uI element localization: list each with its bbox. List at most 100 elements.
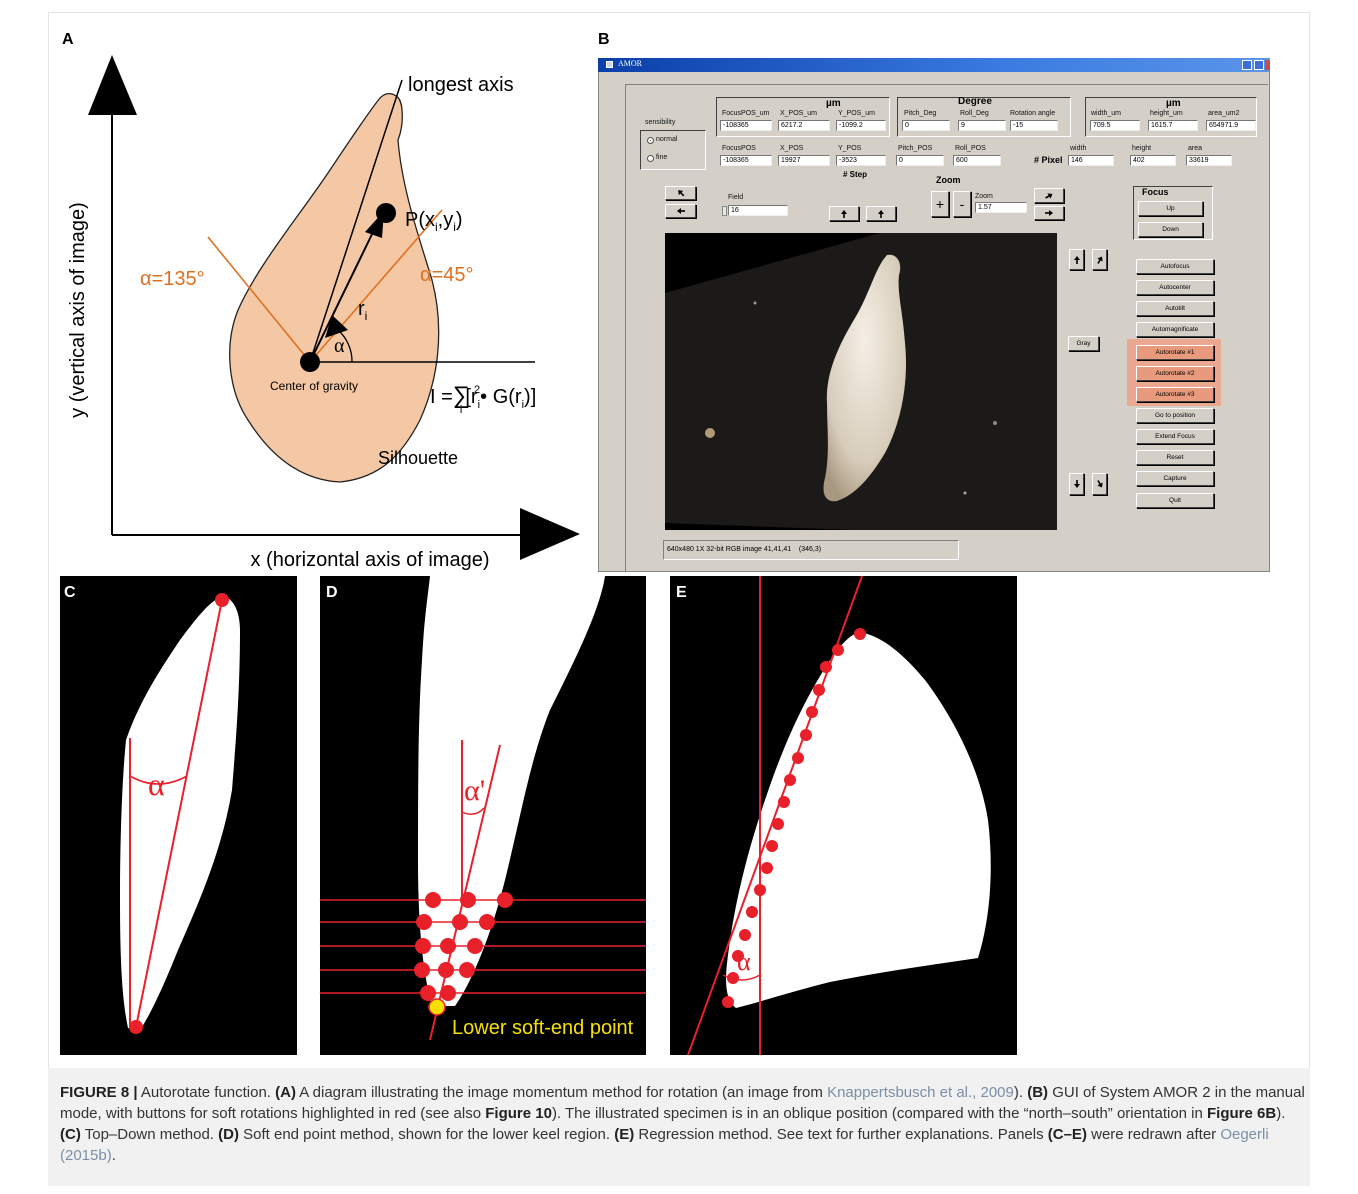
arrow-button[interactable]: [1069, 249, 1084, 270]
caption-text: Top–Down method.: [81, 1126, 218, 1143]
caption-text: .: [112, 1147, 116, 1164]
caption-text: were redrawn after: [1087, 1126, 1220, 1143]
dot: [746, 906, 758, 918]
dot: [497, 892, 513, 908]
caption-text: A diagram illustrating the image momentu…: [296, 1084, 827, 1101]
action-button[interactable]: Autofocus: [1136, 259, 1214, 274]
arrow-button[interactable]: [1069, 473, 1084, 495]
caption-text: (C): [60, 1126, 81, 1143]
arrow-button[interactable]: [866, 206, 896, 221]
arrow-button[interactable]: [1034, 188, 1064, 203]
zoom-in-button[interactable]: +: [931, 191, 949, 217]
dot: [479, 914, 495, 930]
dot: [784, 774, 796, 786]
action-button[interactable]: Reset: [1136, 450, 1214, 465]
field-input[interactable]: -108365: [720, 155, 772, 166]
action-button[interactable]: Capture: [1136, 471, 1214, 486]
text: • G(r: [480, 386, 522, 408]
action-button[interactable]: Autorotate #1: [1136, 345, 1214, 360]
maximize-button[interactable]: [1254, 60, 1264, 70]
dot: [832, 644, 844, 656]
caption: FIGURE 8 | Autorotate function. (A) A di…: [60, 1082, 1305, 1166]
text: i: [365, 309, 368, 323]
pixel-label: # Pixel: [1034, 155, 1063, 165]
particle: [705, 428, 715, 438]
field-input[interactable]: -3523: [836, 155, 886, 166]
field-input[interactable]: 146: [1068, 155, 1114, 166]
focus-title: Focus: [1142, 187, 1169, 197]
field-label: Pitch_POS: [898, 145, 932, 152]
field-input[interactable]: -108365: [720, 120, 772, 131]
status-bar: 640x480 1X 32-bit RGB image 41,41,41 (34…: [663, 540, 959, 560]
field-input[interactable]: -15: [1010, 120, 1058, 131]
arrow-icon: [1095, 479, 1105, 489]
field-input[interactable]: 709.5: [1090, 120, 1140, 131]
dot: [440, 938, 456, 954]
radio-button[interactable]: [647, 155, 654, 162]
close-button[interactable]: [1265, 60, 1270, 70]
field-input[interactable]: 0: [896, 155, 944, 166]
arrow-button[interactable]: [665, 204, 696, 218]
particle: [964, 492, 967, 495]
radio-button[interactable]: [647, 137, 654, 144]
arrow-button[interactable]: [1034, 206, 1064, 220]
field-input[interactable]: 1.57: [975, 202, 1027, 213]
title-bar: [598, 58, 1270, 72]
dot: [414, 962, 430, 978]
panel-letter: C: [64, 584, 76, 601]
field-input[interactable]: 600: [953, 155, 1001, 166]
panel-letter: E: [676, 584, 687, 601]
field-input[interactable]: 9: [958, 120, 1006, 131]
window-title: AMOR: [618, 59, 642, 68]
text: ): [456, 209, 463, 231]
action-button[interactable]: Go to position: [1136, 408, 1214, 423]
dot: [425, 892, 441, 908]
arrow-button[interactable]: [665, 186, 696, 200]
caption-text: (A): [275, 1084, 296, 1101]
action-button[interactable]: Extend Focus: [1136, 429, 1214, 444]
panel-e: α E: [670, 576, 1017, 1055]
center-dot: [300, 352, 320, 372]
angle-label: α=135°: [140, 268, 205, 290]
focus-button[interactable]: Up: [1138, 201, 1203, 216]
action-button[interactable]: Autocenter: [1136, 280, 1214, 295]
arrow-icon: [1072, 479, 1082, 489]
field-label: height: [1132, 145, 1151, 152]
field-input[interactable]: 402: [1130, 155, 1176, 166]
arrow-icon: [1072, 255, 1082, 265]
dot: [416, 914, 432, 930]
dot: [215, 593, 229, 607]
dot: [739, 929, 751, 941]
field-input[interactable]: -1099.2: [836, 120, 886, 131]
field-input[interactable]: 0: [902, 120, 950, 131]
dot: [778, 796, 790, 808]
minimize-button[interactable]: [1242, 60, 1252, 70]
action-button[interactable]: Autorotate #2: [1136, 366, 1214, 381]
spin-control[interactable]: [722, 206, 727, 216]
action-button[interactable]: Autotilt: [1136, 301, 1214, 316]
field-input[interactable]: 654971.9: [1206, 120, 1256, 131]
arrow-button[interactable]: [1092, 473, 1107, 495]
arrow-icon: [1044, 208, 1054, 218]
action-button[interactable]: Automagnificate: [1136, 322, 1214, 337]
text: ,y: [438, 209, 454, 231]
arrow-button[interactable]: [829, 206, 859, 221]
field-label: Roll_Deg: [960, 110, 989, 117]
field-input[interactable]: 19927: [778, 155, 830, 166]
dot: [420, 985, 436, 1001]
caption-text: Regression method. See text for further …: [634, 1126, 1048, 1143]
field-input[interactable]: 1615.7: [1148, 120, 1198, 131]
field-input[interactable]: 33619: [1186, 155, 1232, 166]
field-input[interactable]: 16: [728, 205, 788, 216]
zoom-out-button[interactable]: -: [953, 191, 971, 217]
caption-text: ).: [1276, 1105, 1285, 1122]
citation-link[interactable]: Knappertsbusch et al., 2009: [827, 1084, 1014, 1101]
specimen-image: [665, 233, 1057, 530]
field-input[interactable]: 6217.2: [778, 120, 830, 131]
focus-button[interactable]: Down: [1138, 222, 1203, 237]
zoom-header: Zoom: [936, 175, 961, 185]
action-button[interactable]: Quit: [1136, 493, 1214, 508]
arrow-button[interactable]: [1092, 249, 1107, 270]
gray-button[interactable]: Gray: [1068, 336, 1099, 351]
action-button[interactable]: Autorotate #3: [1136, 387, 1214, 402]
